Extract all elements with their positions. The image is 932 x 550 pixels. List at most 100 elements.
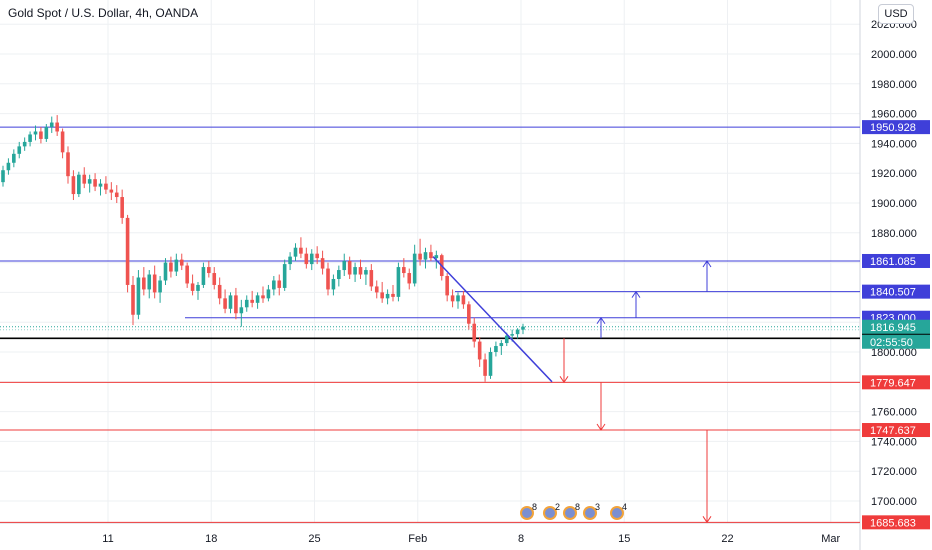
time-tick-label: 18: [205, 533, 217, 545]
candle-body: [125, 217, 130, 285]
candle-body: [179, 259, 184, 266]
candle-body: [467, 304, 471, 324]
candle-body: [434, 255, 439, 259]
candle-body: [104, 183, 108, 190]
price-tick-label: 1700.000: [871, 496, 917, 508]
candle-body: [98, 183, 103, 187]
candle-body: [66, 152, 70, 177]
countdown-label-bg: [862, 334, 930, 349]
time-tick-label: 22: [721, 533, 733, 545]
event-flag-icon-inner: [612, 508, 622, 518]
candle-body: [342, 261, 347, 271]
candle-body: [353, 267, 357, 275]
candle-body: [250, 299, 254, 303]
price-tick-label: 1760.000: [871, 407, 917, 419]
candle-body: [423, 252, 428, 260]
price-tick-label: 1800.000: [871, 347, 917, 359]
candle-body: [212, 273, 217, 285]
candle-body: [28, 134, 32, 142]
candle-body: [169, 262, 173, 272]
candle-body: [277, 280, 282, 288]
level-price-label: 1779.647: [870, 377, 916, 389]
candle-body: [1, 170, 5, 183]
candle-body: [510, 334, 514, 336]
candle-body: [244, 299, 249, 308]
candle-body: [488, 352, 493, 376]
candle-body: [255, 295, 260, 303]
arrow-head: [702, 516, 712, 524]
candle-body: [39, 131, 43, 139]
candle-body: [456, 295, 460, 302]
chart-title: Gold Spot / U.S. Dollar, 4h, OANDA: [8, 6, 199, 20]
candle-body: [158, 280, 162, 293]
candle-body: [228, 295, 233, 309]
event-flag-icon-inner: [545, 508, 555, 518]
candle-body: [82, 174, 87, 184]
time-tick-label: 15: [618, 533, 630, 545]
candle-body: [472, 323, 477, 342]
candle-body: [407, 273, 412, 284]
candle-body: [380, 292, 384, 299]
candle-body: [337, 270, 341, 279]
time-tick-label: Feb: [408, 533, 427, 545]
level-price-label-bg: [862, 284, 930, 299]
candle-body: [494, 346, 498, 352]
candle-body: [239, 307, 244, 314]
event-flag-count: 4: [622, 502, 627, 512]
level-price-label-bg: [862, 120, 930, 135]
level-price-label: 1950.928: [870, 122, 916, 134]
currency-button[interactable]: USD: [878, 4, 914, 24]
price-tick-label: 1900.000: [871, 198, 917, 210]
candle-body: [77, 174, 81, 195]
candle-body: [33, 131, 38, 135]
candle-body: [369, 270, 374, 287]
candle-body: [396, 267, 401, 297]
candle-body: [109, 189, 114, 193]
candle-body: [412, 253, 417, 284]
candle-body: [49, 122, 54, 128]
price-tick-label: 1720.000: [871, 466, 917, 478]
candle-body: [385, 293, 390, 299]
candle-body: [12, 153, 16, 163]
candle-body: [71, 176, 76, 195]
trendline[interactable]: [432, 256, 553, 383]
candle-body: [515, 329, 520, 335]
current-price-label-bg: [862, 319, 930, 334]
level-price-label-bg: [862, 423, 930, 438]
candle-body: [326, 268, 330, 290]
current-price-label: 1816.945: [870, 322, 916, 334]
event-flag-icon-inner: [565, 508, 575, 518]
price-tick-label: 2000.000: [871, 49, 917, 61]
candle-body: [347, 261, 352, 275]
candle-body: [163, 262, 168, 281]
arrow-head: [631, 290, 641, 298]
candle-body: [315, 253, 319, 259]
candle-body: [477, 341, 482, 360]
candle-body: [272, 280, 276, 290]
event-flag-count: 8: [532, 502, 537, 512]
candle-body: [521, 326, 525, 330]
price-tick-label: 1880.000: [871, 228, 917, 240]
event-flag-count: 8: [575, 502, 580, 512]
event-flag-icon-inner: [522, 508, 532, 518]
candle-body: [44, 127, 49, 139]
level-price-label: 1840.507: [870, 287, 916, 299]
time-tick-label: 8: [518, 533, 524, 545]
candle-body: [391, 293, 395, 297]
arrow-head: [596, 423, 606, 431]
candle-body: [358, 267, 363, 275]
arrow-head: [559, 376, 569, 384]
event-flag-count: 3: [595, 502, 600, 512]
level-price-label: 1685.683: [870, 517, 916, 529]
event-flag-count: 2: [555, 502, 560, 512]
candle-body: [152, 274, 157, 293]
price-tick-label: 1920.000: [871, 168, 917, 180]
price-tick-label: 1740.000: [871, 436, 917, 448]
time-tick-label: 11: [102, 533, 113, 545]
candle-body: [304, 253, 309, 265]
candle-body: [504, 335, 509, 344]
arrow-head: [702, 260, 712, 268]
price-tick-label: 1980.000: [871, 79, 917, 91]
candle-body: [6, 162, 11, 171]
